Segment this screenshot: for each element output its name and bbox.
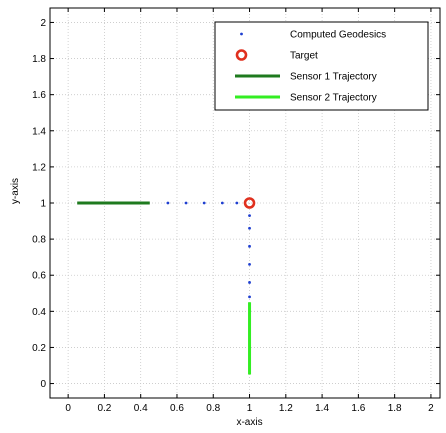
target-marker xyxy=(243,197,256,209)
x-tick-label: 2 xyxy=(428,403,434,414)
x-tick-label: 0.2 xyxy=(97,403,111,414)
y-tick-label: 1 xyxy=(40,199,46,210)
y-tick-label: 1.4 xyxy=(32,126,46,137)
y-tick-label: 0 xyxy=(40,379,46,390)
series xyxy=(77,197,256,375)
x-tick-label: 1.8 xyxy=(388,403,402,414)
y-tick-label: 2 xyxy=(40,18,46,29)
x-tick-label: 1.6 xyxy=(351,403,365,414)
axis-ticks: 0 0.2 0.4 0.6 0.8 1 1.2 1.4 1.6 1.8 2 0 0.2 0.4 0.6 0.8… xyxy=(32,8,440,414)
legend-label-sensor-2-trajectory: Sensor 2 Trajectory xyxy=(290,93,377,104)
x-tick-label: 0 xyxy=(65,403,71,414)
computed-geodesics-point xyxy=(248,281,251,284)
x-tick-label: 1.4 xyxy=(315,403,329,414)
y-tick-label: 0.6 xyxy=(32,271,46,282)
computed-geodesics-point xyxy=(248,244,251,248)
legend-swatch-target xyxy=(235,49,248,61)
computed-geodesics-point xyxy=(166,201,170,205)
y-tick-label: 1.2 xyxy=(32,162,46,173)
computed-geodesics-point xyxy=(248,226,251,230)
x-axis-label: x-axis xyxy=(236,417,262,428)
computed-geodesics-point xyxy=(220,201,224,205)
y-tick-label: 0.8 xyxy=(32,235,46,246)
computed-geodesics-point xyxy=(184,201,188,205)
x-tick-label: 1 xyxy=(247,403,253,414)
y-tick-label: 1.8 xyxy=(32,54,46,65)
legend-label-sensor-1-trajectory: Sensor 1 Trajectory xyxy=(290,72,377,83)
legend-box xyxy=(214,21,429,111)
y-tick-label: 1.6 xyxy=(32,90,46,101)
computed-geodesics-point xyxy=(202,201,206,205)
computed-geodesics-point xyxy=(248,262,251,266)
y-axis-label: y-axis xyxy=(10,178,21,204)
legend-swatch-computed-geodesics xyxy=(240,32,243,36)
computed-geodesics-point xyxy=(235,201,239,205)
x-tick-label: 1.2 xyxy=(279,403,293,414)
computed-geodesics-point xyxy=(248,295,251,299)
legend: Computed Geodesics Target Sensor 1 Traject… xyxy=(214,21,429,111)
x-tick-label: 0.4 xyxy=(134,403,148,414)
x-tick-label: 0.6 xyxy=(170,403,184,414)
y-tick-label: 0.2 xyxy=(32,343,46,354)
legend-label-target: Target xyxy=(290,51,318,62)
x-tick-label: 0.8 xyxy=(206,403,220,414)
y-tick-label: 0.4 xyxy=(32,307,46,318)
legend-label-computed-geodesics: Computed Geodesics xyxy=(290,30,386,41)
computed-geodesics-point xyxy=(248,214,251,218)
